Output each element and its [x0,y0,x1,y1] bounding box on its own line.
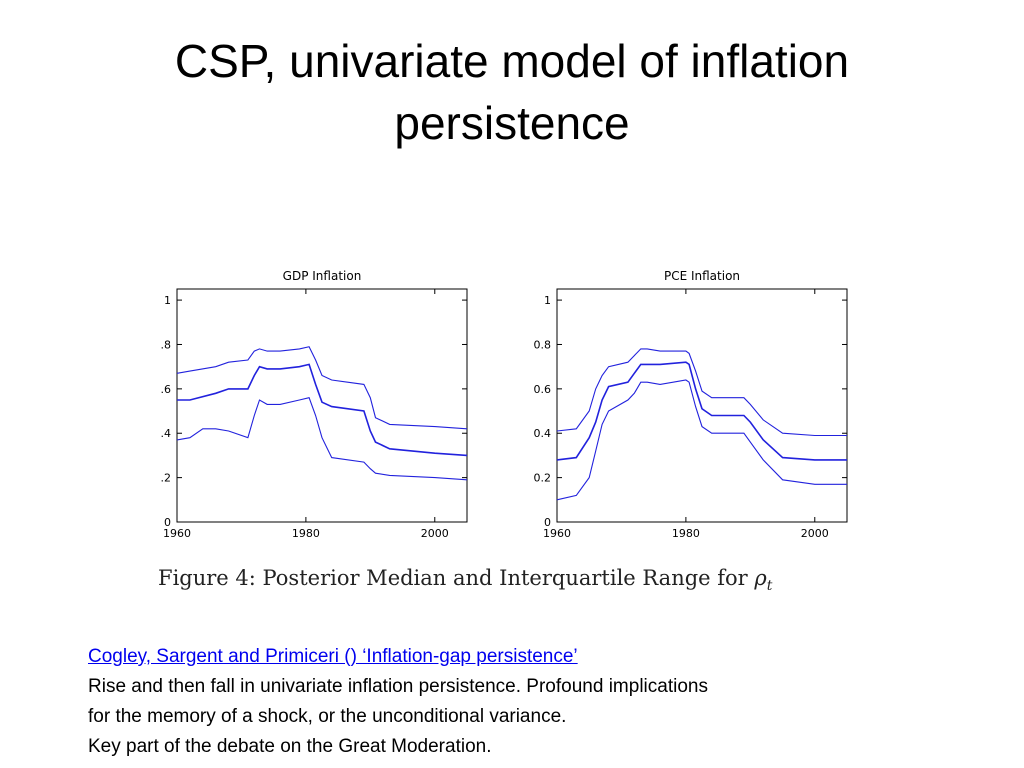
chart-2-ytick-label: 1 [544,294,551,307]
caption-symbol-subscript: t [766,578,773,595]
chart-1-ytick-label: 1 [164,294,171,307]
chart-2-series-2-line [556,361,847,461]
body-line-1: Rise and then fall in univariate inflati… [88,676,708,697]
chart-2-series-1-line [556,348,847,437]
chart-1-series-1-line [176,346,468,430]
chart-1-ytick-label: .6 [161,383,172,396]
chart-1-xtick-label: 1980 [292,527,320,540]
chart-1-ytick-label: .2 [161,472,172,485]
chart-2-ytick-label: 0.2 [534,472,552,485]
figure: GDP Inflation 0.2.4.6.8 1 1960 1980 2000 PCE I… [140,262,860,557]
body-line-3: Key part of the debate on the Great Mode… [88,736,492,757]
chart-2-ytick-label: 0.4 [534,427,552,440]
reference-link[interactable]: Cogley, Sargent and Primiceri () ‘Inflat… [88,646,578,667]
figure-caption: Figure 4: Posterior Median and Interquar… [158,566,772,594]
caption-symbol: ρt [754,566,772,594]
chart-1-ytick-label: .4 [161,427,172,440]
caption-text: Figure 4: Posterior Median and Interquar… [158,566,755,590]
chart-1-title: GDP Inflation [283,269,362,283]
chart-2-ytick-label: 0.6 [534,383,552,396]
chart-2-ytick-label: 0 [544,516,551,529]
chart-1-xtick-label: 1960 [163,527,191,540]
chart-1-ytick-label: .8 [161,338,172,351]
body-text: Cogley, Sargent and Primiceri () ‘Inflat… [88,642,968,762]
body-line-2: for the memory of a shock, or the uncond… [88,706,567,727]
chart-2-title: PCE Inflation [664,269,740,283]
chart-2-xtick-label: 1960 [543,527,571,540]
chart-2-xtick-label: 2000 [801,527,829,540]
caption-symbol-rho: ρ [754,566,767,590]
chart-2-series-3-line [556,379,847,501]
chart-1-series-3-line [176,397,468,481]
chart-2-ytick-label: 0.8 [534,338,552,351]
chart-1-ytick-label: 0 [164,516,171,529]
chart-1-series-2-line [177,363,468,457]
chart-2-frame [556,288,848,523]
chart-2-xtick-label: 1980 [672,527,700,540]
chart-1-frame [176,288,468,523]
slide-title: CSP, univariate model of inflation persi… [174,35,850,149]
chart-1-xtick-label: 2000 [421,527,449,540]
